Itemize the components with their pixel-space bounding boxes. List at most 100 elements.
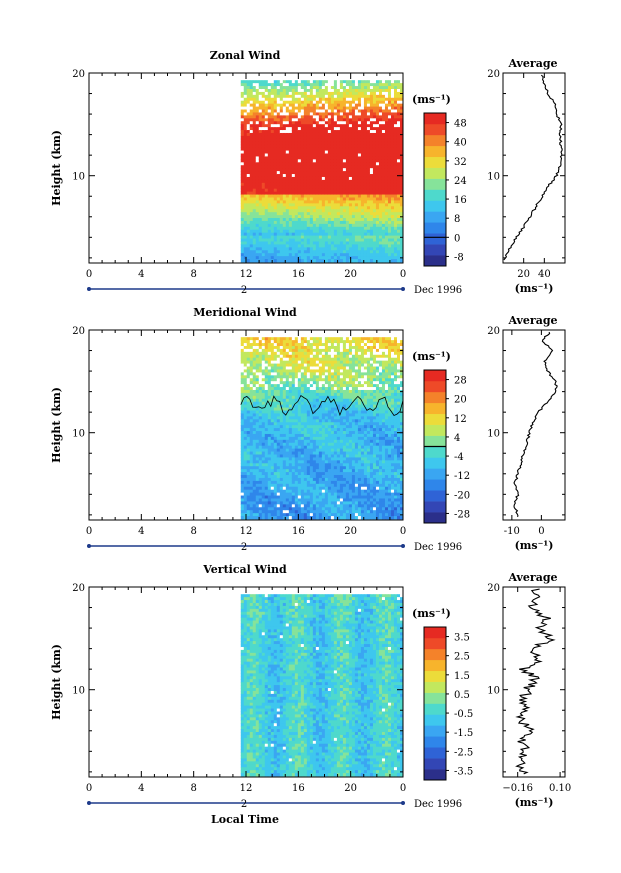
heatmap-cell bbox=[300, 389, 305, 394]
heatmap-cell bbox=[378, 121, 383, 125]
heatmap-cell bbox=[240, 389, 245, 394]
heatmap-cell bbox=[255, 259, 260, 263]
heatmap-cell bbox=[369, 194, 374, 198]
heatmap-cell bbox=[258, 127, 263, 131]
heatmap-cell bbox=[249, 348, 254, 353]
heatmap-cell bbox=[306, 153, 311, 157]
heatmap-cell bbox=[318, 250, 323, 254]
heatmap-cell bbox=[300, 206, 305, 210]
heatmap-cell bbox=[276, 112, 281, 116]
heatmap-cell bbox=[345, 144, 350, 149]
heatmap-cell bbox=[264, 212, 269, 216]
heatmap-cell bbox=[297, 238, 302, 242]
heatmap-cell bbox=[249, 345, 254, 350]
heatmap-cell bbox=[351, 162, 356, 166]
heatmap-cell bbox=[400, 83, 404, 87]
heatmap-cell bbox=[279, 244, 284, 248]
heatmap-cell bbox=[327, 153, 332, 157]
heatmap-cell bbox=[282, 343, 287, 347]
heatmap-cell bbox=[375, 141, 380, 146]
heatmap-cell bbox=[243, 501, 248, 505]
heatmap-cell bbox=[330, 138, 335, 143]
heatmap-cell bbox=[375, 121, 380, 125]
heatmap-cell bbox=[282, 118, 287, 122]
heatmap-cell bbox=[279, 475, 284, 479]
heatmap-cell bbox=[306, 247, 311, 251]
heatmap-cell bbox=[400, 88, 404, 93]
heatmap-cell bbox=[381, 132, 386, 137]
heatmap-cell bbox=[294, 88, 299, 93]
heatmap-cell bbox=[297, 232, 302, 237]
heatmap-cell bbox=[285, 501, 290, 505]
heatmap-cell bbox=[357, 80, 362, 84]
heatmap-cell bbox=[300, 229, 305, 234]
heatmap-cell bbox=[282, 244, 287, 248]
heatmap-cell bbox=[318, 203, 323, 207]
heatmap-cell bbox=[348, 159, 353, 163]
heatmap-cell bbox=[324, 174, 329, 178]
heatmap-cell bbox=[276, 372, 281, 376]
heatmap-cell bbox=[387, 86, 392, 90]
heatmap-cell bbox=[252, 354, 257, 359]
colorbar-label: 16 bbox=[454, 195, 467, 206]
heatmap-cell bbox=[309, 138, 314, 143]
heatmap-cell bbox=[309, 416, 314, 420]
heatmap-cell bbox=[300, 384, 305, 388]
heatmap-cell bbox=[258, 118, 263, 122]
heatmap-cell bbox=[258, 223, 263, 228]
heatmap-cell bbox=[384, 226, 389, 231]
heatmap-cell bbox=[366, 250, 371, 254]
heatmap-cell bbox=[321, 132, 326, 137]
heatmap-cell bbox=[270, 106, 275, 110]
heatmap-cell bbox=[264, 203, 269, 207]
heatmap-cell bbox=[336, 159, 341, 163]
heatmap-cell bbox=[360, 135, 365, 140]
heatmap-cell bbox=[318, 132, 323, 137]
heatmap-cell bbox=[390, 132, 395, 137]
heatmap-cell bbox=[282, 492, 287, 496]
heatmap-cell bbox=[318, 83, 323, 87]
heatmap-cell bbox=[306, 436, 311, 441]
heatmap-cell bbox=[393, 238, 398, 242]
heatmap-cell bbox=[273, 419, 278, 423]
heatmap-cell bbox=[390, 218, 395, 222]
heatmap-cell bbox=[312, 229, 317, 234]
heatmap-cell bbox=[291, 348, 296, 353]
heatmap-cell bbox=[240, 348, 245, 353]
heatmap-cell bbox=[327, 176, 332, 181]
heatmap-cell bbox=[300, 354, 305, 359]
heatmap-cell bbox=[381, 159, 386, 163]
heatmap-cell bbox=[315, 165, 320, 169]
heatmap-cell bbox=[255, 124, 260, 128]
heatmap-cell bbox=[282, 354, 287, 359]
heatmap-cell bbox=[255, 395, 260, 400]
heatmap-cell bbox=[363, 88, 368, 93]
heatmap-cell bbox=[279, 253, 284, 257]
heatmap-cell bbox=[369, 165, 374, 169]
heatmap-cell bbox=[273, 507, 278, 511]
heatmap-cell bbox=[300, 501, 305, 505]
heatmap-cell bbox=[396, 256, 401, 260]
heatmap-cell bbox=[264, 97, 269, 102]
heatmap-cell bbox=[396, 226, 401, 231]
heatmap-cell bbox=[360, 241, 365, 245]
heatmap-cell bbox=[333, 127, 338, 131]
heatmap-cell bbox=[384, 218, 389, 222]
heatmap-cell bbox=[333, 141, 338, 146]
heatmap-cell bbox=[249, 100, 254, 105]
heatmap-cell bbox=[270, 404, 275, 408]
heatmap-cell bbox=[309, 106, 314, 110]
heatmap-cell bbox=[327, 247, 332, 251]
heatmap-cell bbox=[267, 115, 272, 119]
heatmap-cell bbox=[351, 132, 356, 137]
heatmap-cell bbox=[276, 348, 281, 353]
heatmap-cell bbox=[255, 454, 260, 458]
heatmap-cell bbox=[261, 372, 266, 376]
heatmap-cell bbox=[285, 232, 290, 237]
heatmap-cell bbox=[375, 209, 380, 213]
heatmap-cell bbox=[327, 241, 332, 245]
heatmap-cell bbox=[270, 472, 275, 476]
heatmap-cell bbox=[255, 244, 260, 248]
heatmap-cell bbox=[309, 91, 314, 96]
heatmap-cell bbox=[267, 188, 272, 193]
